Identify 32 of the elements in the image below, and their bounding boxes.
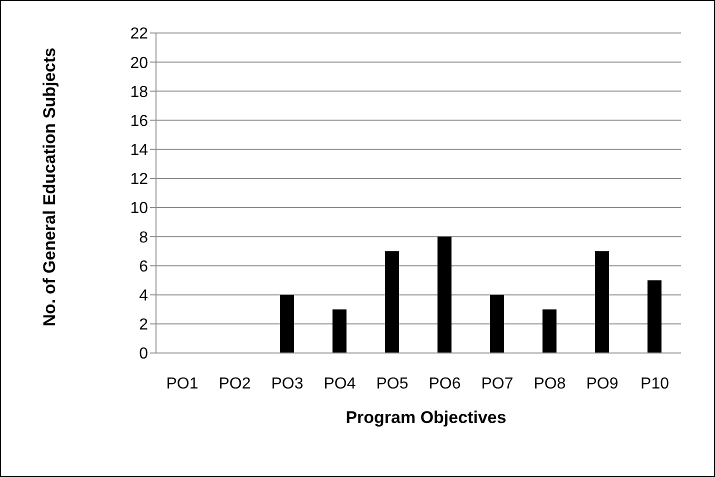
y-tick-label: 18 [130, 84, 148, 101]
x-tick-label: PO4 [324, 375, 356, 392]
bar [542, 309, 556, 353]
y-tick-label: 2 [139, 316, 148, 334]
x-tick-label: PO9 [586, 375, 618, 392]
y-tick-label: 14 [130, 142, 148, 160]
y-tick-label: 8 [139, 229, 148, 246]
y-tick-label: 16 [130, 112, 148, 130]
x-tick-label: PO5 [376, 375, 408, 392]
bar [385, 251, 399, 353]
y-tick-label: 0 [139, 346, 148, 363]
bar [332, 309, 346, 353]
y-axis-title: No. of General Education Subjects [39, 47, 60, 327]
x-tick-label: PO3 [271, 375, 304, 392]
x-tick-label: PO1 [166, 375, 198, 392]
y-tick-label: 20 [130, 54, 148, 72]
y-tick-label: 22 [130, 26, 148, 43]
x-tick-label: PO8 [534, 375, 566, 392]
y-tick-label: 6 [139, 258, 148, 276]
x-tick-label: PO7 [481, 375, 514, 392]
x-tick-label: P10 [640, 375, 670, 392]
y-tick-label: 4 [139, 288, 148, 304]
x-tick-label: PO6 [428, 375, 461, 392]
x-axis-title: Program Objectives [344, 408, 508, 428]
bar [648, 280, 662, 353]
x-tick-label: PO2 [218, 375, 251, 392]
bar [595, 251, 609, 353]
bar [438, 236, 452, 353]
y-tick-label: 12 [130, 171, 148, 188]
y-tick-label: 10 [130, 200, 148, 218]
bar [280, 294, 294, 353]
bar [490, 294, 504, 353]
